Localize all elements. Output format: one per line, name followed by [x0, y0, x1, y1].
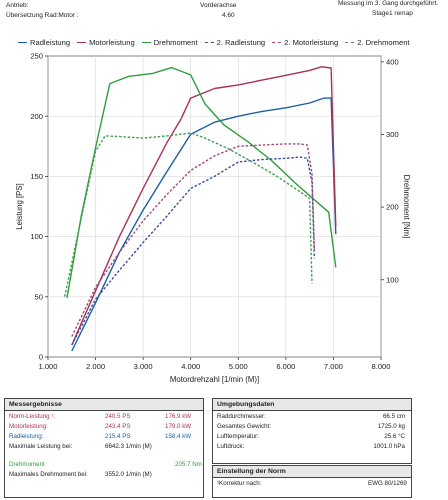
- legend-swatch: [77, 42, 87, 43]
- legend-item: Drehmoment: [141, 38, 198, 47]
- norm-label: ¹Korrektur nach:: [217, 479, 262, 487]
- result-v1: 215.4 PS: [105, 432, 131, 440]
- result-v1: 240.5 PS: [105, 412, 131, 420]
- series-line-2-drehmoment: [64, 132, 313, 297]
- result-row: Maximale Leistung bei: 6642.3 1/min (M): [5, 441, 203, 451]
- legend-swatch: [141, 42, 151, 43]
- legend-label: 2. Radleistung: [216, 38, 266, 47]
- result-label: Norm-Leistung ¹:: [9, 412, 56, 420]
- y2-tick-label: 400: [386, 57, 399, 66]
- y-tick-label: 250: [30, 52, 43, 61]
- environment-title: Umgebungsdaten: [213, 399, 411, 411]
- y-tick-label: 50: [35, 292, 43, 301]
- x-tick-label: 3.000: [134, 362, 153, 371]
- series-line-2-radleistung: [71, 156, 316, 346]
- result-v2: 176.9 kW: [165, 412, 192, 420]
- environment-panel: Umgebungsdaten Raddurchmesser: 66.5 cm Ges…: [212, 398, 412, 464]
- y2-axis-title: Drehmoment [Nm]: [402, 175, 411, 239]
- result-row: Norm-Leistung ¹: 240.5 PS 176.9 kW: [5, 411, 203, 421]
- legend-swatch: [18, 42, 27, 43]
- series-line-radleistung: [71, 97, 337, 352]
- y-tick-label: 200: [30, 112, 43, 121]
- x-tick-label: 7.000: [324, 362, 343, 371]
- header-info: Antrieb: Vorderachse Übersetzung Rad:Mot…: [0, 0, 448, 24]
- legend-label: Radleistung: [30, 38, 71, 47]
- environment-row: Luftdruck: 1001.0 hPa: [213, 441, 411, 451]
- result-row: Radleistung: 215.4 PS 158.4 kW: [5, 431, 203, 441]
- y-tick-label: 100: [30, 232, 43, 241]
- result-label: Maximale Leistung bei:: [9, 442, 73, 450]
- x-tick-label: 6.000: [276, 362, 295, 371]
- result-v2: 179.0 kW: [165, 422, 192, 430]
- y-tick-label: 0: [39, 353, 43, 362]
- environment-label: Gesamtes Gewicht:: [217, 422, 271, 430]
- x-tick-label: 2.000: [86, 362, 105, 371]
- legend-label: 2. Drehmoment: [357, 38, 410, 47]
- environment-value: 66.5 cm: [382, 412, 405, 420]
- results-panel: Messergebnisse Norm-Leistung ¹: 240.5 PS 1…: [4, 398, 204, 498]
- series-line-2-motorleistung: [71, 143, 316, 337]
- legend-item: 2. Drehmoment: [345, 38, 410, 47]
- y-tick-label: 150: [30, 172, 43, 181]
- environment-value: 25.6 °C: [384, 432, 405, 440]
- torque-label: Drehmoment: [9, 460, 45, 468]
- series-line-drehmoment: [66, 66, 337, 299]
- results-title: Messergebnisse: [5, 399, 203, 411]
- legend-label: Motorleistung: [89, 38, 135, 47]
- dyno-chart: 1.000 2.000 3.000 4.000 5.000 6.000 7.000 8.000…: [15, 52, 411, 384]
- y-axis-title: Leistung [PS]: [15, 183, 24, 229]
- environment-value: 1725.0 kg: [377, 422, 405, 430]
- norm-title: Einstellung der Norm: [213, 466, 411, 478]
- x-tick-label: 8.000: [371, 362, 390, 371]
- x-tick-label: 1.000: [38, 362, 57, 371]
- environment-row: Raddurchmesser: 66.5 cm: [213, 411, 411, 421]
- legend-item: 2. Motorleistung: [272, 38, 338, 47]
- legend-swatch: [204, 42, 214, 43]
- messung-note: Messung im 3. Gang durchgeführt.: [338, 0, 439, 7]
- x-tick-label: 5.000: [229, 362, 248, 371]
- legend-item: 2. Radleistung: [204, 38, 266, 47]
- environment-label: Luftdruck:: [217, 442, 245, 450]
- y2-tick-label: 300: [386, 130, 399, 139]
- environment-label: Lufttemperatur:: [217, 432, 259, 440]
- legend-item: Motorleistung: [77, 38, 135, 47]
- uebersetzung-value: 4.60: [222, 12, 235, 19]
- chart-legend: Radleistung Motorleistung Drehmoment 2. Rad…: [18, 38, 438, 47]
- norm-panel: Einstellung der Norm ¹Korrektur nach: EW…: [212, 465, 412, 498]
- legend-label: 2. Motorleistung: [284, 38, 339, 47]
- environment-value: 1001.0 hPa: [373, 442, 405, 450]
- environment-row: Gesamtes Gewicht: 1725.0 kg: [213, 421, 411, 431]
- stage-note: Stage1 remap: [372, 10, 413, 17]
- antrieb-value: Vorderachse: [200, 2, 237, 9]
- environment-label: Raddurchmesser:: [217, 412, 266, 420]
- max-torque-value: 3552.0 1/min (M): [105, 470, 152, 478]
- x-tick-label: 4.000: [181, 362, 200, 371]
- legend-swatch: [272, 42, 282, 43]
- uebersetzung-label: Übersetzung Rad:Motor :: [6, 12, 79, 19]
- result-v2: 158.4 kW: [165, 432, 192, 440]
- environment-row: Lufttemperatur: 25.6 °C: [213, 431, 411, 441]
- y2-tick-label: 200: [386, 203, 399, 212]
- series-line-motorleistung: [71, 66, 337, 346]
- antrieb-label: Antrieb:: [6, 2, 29, 9]
- legend-label: Drehmoment: [153, 38, 198, 47]
- torque-value: 205.7 Nm: [175, 460, 202, 468]
- legend-swatch: [345, 42, 355, 43]
- norm-row: ¹Korrektur nach: EWG 80/1269: [213, 478, 411, 488]
- result-v1: 6642.3 1/min (M): [105, 442, 152, 450]
- result-v1: 243.4 PS: [105, 422, 131, 430]
- max-torque-label: Maximales Drehmoment bei:: [9, 470, 88, 478]
- x-axis-title: Motordrehzahl [1/min (M)]: [170, 375, 259, 384]
- environment-rows: Raddurchmesser: 66.5 cm Gesamtes Gewicht: 1…: [213, 411, 411, 451]
- result-row: Motorleistung: 243.4 PS 179.0 kW: [5, 421, 203, 431]
- results-rows: Norm-Leistung ¹: 240.5 PS 176.9 kW Motorlei…: [5, 411, 203, 451]
- torque-row: Drehmoment 205.7 Nm: [5, 459, 203, 469]
- result-label: Motorleistung:: [9, 422, 48, 430]
- norm-value: EWG 80/1269: [368, 479, 407, 487]
- max-torque-row: Maximales Drehmoment bei: 3552.0 1/min (…: [5, 469, 203, 479]
- legend-item: Radleistung: [18, 38, 70, 47]
- result-label: Radleistung:: [9, 432, 44, 440]
- y2-tick-label: 100: [386, 275, 399, 284]
